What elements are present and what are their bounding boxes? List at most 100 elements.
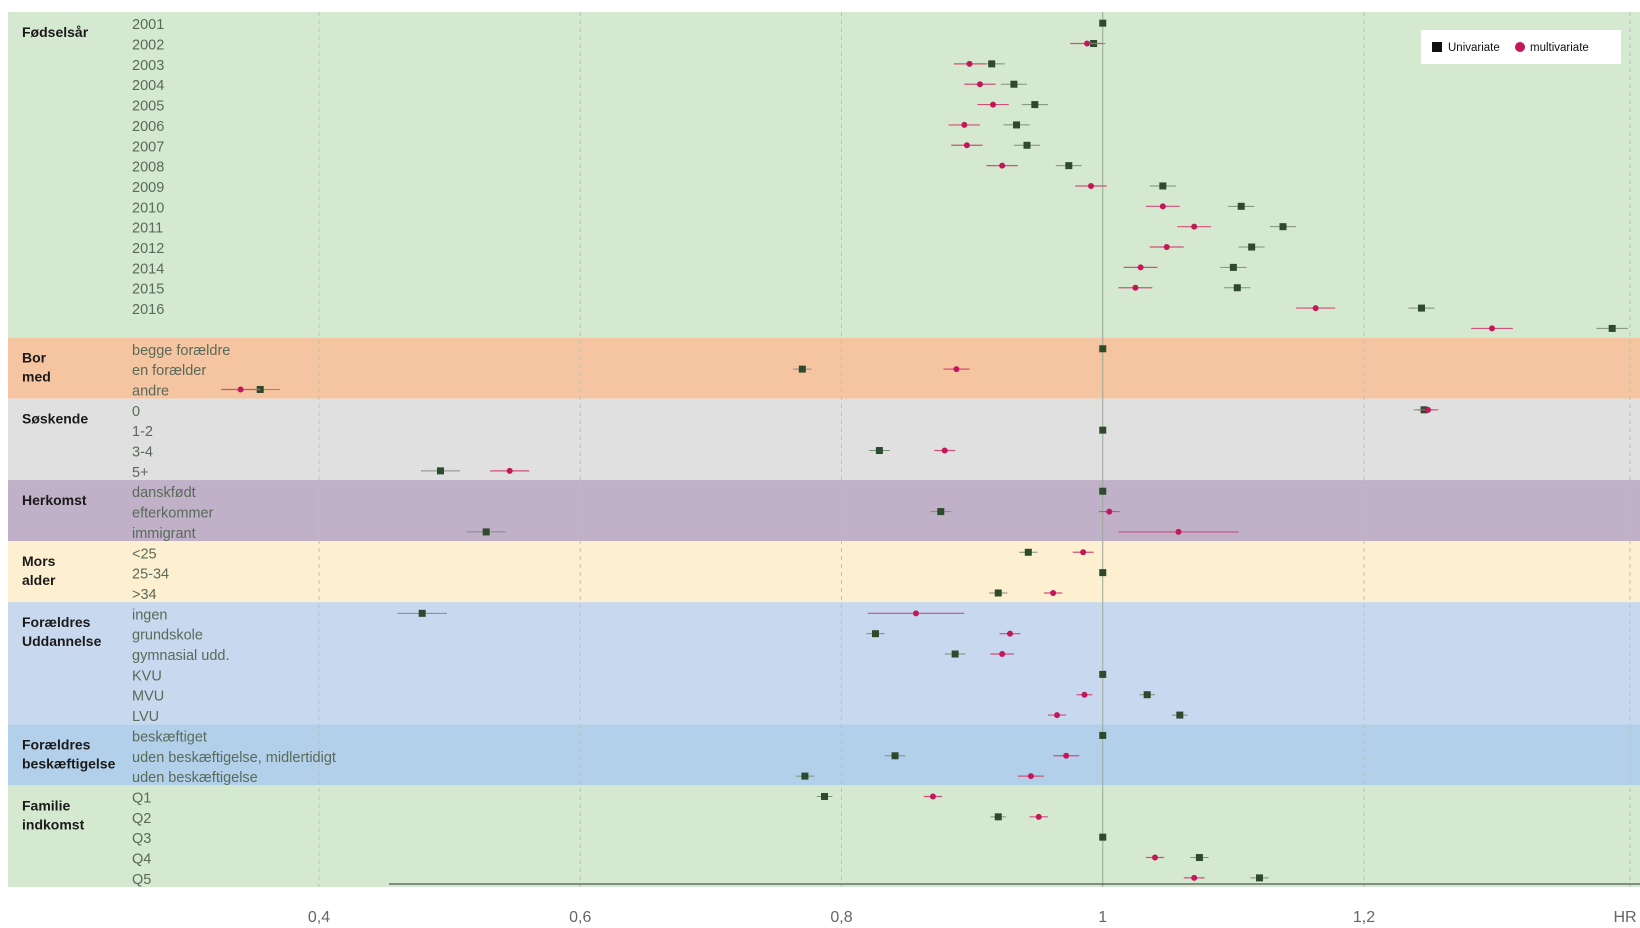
row-label: Q2 [132, 811, 151, 827]
univariate-point [1233, 284, 1241, 292]
row-label: gymnasial udd. [132, 648, 230, 664]
univariate-point [994, 589, 1002, 597]
univariate-point [1417, 304, 1425, 312]
row-label: 2010 [132, 200, 164, 216]
group-label: Forældres beskæftigelse [22, 736, 116, 771]
row-label: Q4 [132, 852, 151, 868]
row-label: uden beskæftigelse, midlertidigt [132, 750, 336, 766]
multivariate-point [1087, 182, 1094, 189]
legend: Univariate multivariate [1421, 30, 1621, 64]
univariate-point [1099, 487, 1107, 495]
univariate-point [1099, 670, 1107, 678]
multivariate-point [929, 793, 936, 800]
group-label: Fødselsår [22, 24, 89, 40]
multivariate-point [941, 447, 948, 454]
univariate-point [1023, 141, 1031, 149]
group-band [8, 541, 1640, 603]
row-label: KVU [132, 668, 162, 684]
row-label: danskfødt [132, 485, 196, 501]
univariate-point [1248, 243, 1256, 251]
row-label: 0 [132, 404, 140, 420]
multivariate-point [966, 60, 973, 67]
univariate-point [1099, 345, 1107, 353]
univariate-point [951, 650, 959, 658]
group-band [8, 398, 1640, 481]
group-label: Søskende [22, 411, 88, 427]
group-band [8, 12, 1640, 338]
row-label: Q5 [132, 872, 151, 888]
multivariate-point [1159, 203, 1166, 210]
multivariate-point [1489, 325, 1496, 332]
univariate-point [1024, 548, 1032, 556]
row-label: beskæftiget [132, 729, 207, 745]
multivariate-point [1163, 244, 1170, 251]
multivariate-point [976, 81, 983, 88]
x-tick-label: 1 [1098, 909, 1107, 926]
group-label: Familie indkomst [22, 797, 85, 832]
univariate-point [891, 752, 899, 760]
row-label: LVU [132, 709, 159, 725]
multivariate-point [237, 386, 244, 393]
row-label: en forælder [132, 363, 206, 379]
group-band [8, 724, 1640, 786]
x-tick-label: 0,4 [308, 909, 330, 926]
grid-lines [318, 12, 1631, 888]
univariate-point [1195, 854, 1203, 862]
multivariate-point [999, 651, 1006, 658]
multivariate-point [912, 610, 919, 617]
row-label: 5+ [132, 465, 149, 481]
row-label: 2009 [132, 180, 164, 196]
group-band [8, 602, 1640, 725]
multivariate-point [1425, 406, 1432, 413]
row-label: 2002 [132, 38, 164, 54]
multivariate-point [1007, 630, 1014, 637]
multivariate-point [1191, 874, 1198, 881]
row-label: MVU [132, 689, 164, 705]
univariate-point [1159, 182, 1167, 190]
univariate-point [1013, 121, 1021, 129]
row-label: begge forældre [132, 343, 230, 359]
x-tick-label: 0,6 [569, 909, 591, 926]
group-label: Herkomst [22, 492, 87, 508]
multivariate-point [1137, 264, 1144, 271]
multivariate-point [953, 366, 960, 373]
univariate-point [1099, 19, 1107, 27]
row-label: grundskole [132, 628, 203, 644]
x-axis: 0,4 0,6 0,8 1 1,2 HR [308, 883, 1640, 926]
row-label: 2012 [132, 241, 164, 257]
multivariate-point [1312, 305, 1319, 312]
multivariate-point [1063, 752, 1070, 759]
x-tick-label: 1,2 [1353, 909, 1375, 926]
multivariate-point [1106, 508, 1113, 515]
univariate-point [1608, 324, 1616, 332]
row-label: Q1 [132, 790, 151, 806]
univariate-point [1279, 223, 1287, 231]
univariate-point [1229, 263, 1237, 271]
univariate-point [482, 528, 490, 536]
legend-univariate-label: Univariate [1448, 42, 1500, 54]
multivariate-point [1035, 813, 1042, 820]
row-label: 2011 [132, 221, 163, 237]
multivariate-point [1152, 854, 1158, 861]
row-label: immigrant [132, 526, 196, 542]
group-band [8, 785, 1640, 888]
univariate-point [1031, 101, 1039, 109]
multivariate-point [1081, 691, 1088, 698]
legend-univariate-marker [1432, 42, 1442, 52]
univariate-point [1256, 874, 1263, 882]
group-label: Mors alder [22, 553, 56, 588]
row-label: andre [132, 383, 169, 399]
univariate-point [988, 60, 996, 68]
row-label: >34 [132, 587, 157, 603]
univariate-point [1099, 731, 1107, 739]
x-tick-label: 0,8 [830, 909, 852, 926]
group-band [8, 337, 1640, 399]
multivariate-point [963, 142, 970, 149]
row-label: 2016 [132, 302, 164, 318]
row-label: Q3 [132, 831, 151, 847]
multivariate-point [1050, 589, 1057, 596]
row-labels: Fødselsår 2001 2002 2003 2004 2005 2006 2007 200… [22, 17, 336, 888]
multivariate-point [506, 467, 513, 474]
univariate-point [1099, 426, 1107, 434]
row-label: 2001 [132, 17, 164, 33]
